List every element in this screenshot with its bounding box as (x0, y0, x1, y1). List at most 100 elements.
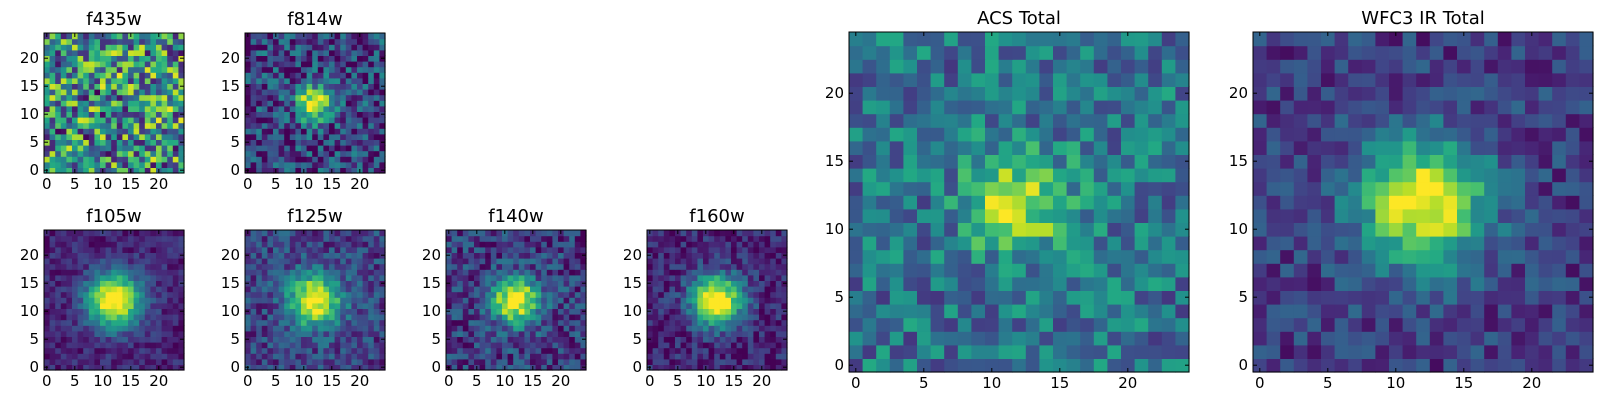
heatmap-cell (663, 297, 670, 304)
heatmap-cell (502, 336, 509, 343)
heatmap-cell (563, 241, 570, 248)
heatmap-cell (1389, 331, 1404, 346)
heatmap-cell (1039, 113, 1054, 128)
heatmap-cell (451, 230, 458, 237)
heatmap-cell (144, 105, 151, 112)
heatmap-cell (479, 258, 486, 265)
heatmap-cell (312, 347, 319, 354)
heatmap-cell (72, 139, 79, 146)
heatmap-cell (541, 269, 548, 276)
heatmap-cell (663, 358, 670, 365)
heatmap-cell (759, 246, 766, 253)
heatmap-cell (284, 258, 291, 265)
heatmap-cell (736, 291, 743, 298)
heatmap-cell (250, 347, 257, 354)
heatmap-cell (261, 269, 268, 276)
heatmap-cell (1107, 222, 1122, 237)
heatmap-cell (105, 286, 112, 293)
heatmap-cell (105, 139, 112, 146)
heatmap-cell (323, 66, 330, 73)
heatmap-cell (714, 314, 721, 321)
heatmap-cell (245, 66, 252, 73)
heatmap-cell (998, 72, 1013, 87)
heatmap-cell (552, 241, 559, 248)
heatmap-cell (1080, 317, 1095, 332)
heatmap-cell (1429, 236, 1444, 251)
heatmap-cell (1080, 32, 1095, 47)
heatmap-cell (329, 105, 336, 112)
heatmap-cell (502, 342, 509, 349)
heatmap-cell (250, 364, 257, 371)
heatmap-cell (334, 111, 341, 118)
heatmap-cell (128, 89, 135, 96)
heatmap-cell (133, 347, 140, 354)
heatmap-cell (94, 364, 101, 371)
heatmap-cell (161, 280, 168, 287)
heatmap-cell (1161, 45, 1176, 60)
heatmap-cell (574, 358, 581, 365)
heatmap-cell (88, 161, 95, 168)
heatmap-cell (944, 100, 959, 115)
heatmap-cell (708, 230, 715, 237)
heatmap-cell (373, 117, 380, 124)
heatmap-cell (944, 195, 959, 210)
heatmap-cell (513, 274, 520, 281)
heatmap-cell (1175, 331, 1190, 346)
heatmap-cell (535, 246, 542, 253)
heatmap-cell (1375, 168, 1390, 183)
heatmap-cell (663, 291, 670, 298)
heatmap-cell (357, 100, 364, 107)
heatmap-cell (849, 181, 864, 196)
heatmap-cell (273, 269, 280, 276)
heatmap-cell (250, 100, 257, 107)
heatmap-cell (1266, 195, 1281, 210)
heatmap-cell (747, 252, 754, 259)
heatmap-cell (686, 286, 693, 293)
heatmap-cell (725, 235, 732, 242)
heatmap-cell (731, 297, 738, 304)
heatmap-cell (250, 117, 257, 124)
heatmap-cell (278, 167, 285, 174)
heatmap-cell (144, 364, 151, 371)
heatmap-cell (490, 308, 497, 315)
heatmap-cell (379, 263, 386, 270)
heatmap-cell (167, 325, 174, 332)
heatmap-cell (708, 330, 715, 337)
heatmap-cell (150, 139, 157, 146)
heatmap-cell (535, 297, 542, 304)
heatmap-cell (552, 274, 559, 281)
heatmap-cell (663, 230, 670, 237)
heatmap-cell (876, 304, 891, 319)
heatmap-cell (703, 342, 710, 349)
heatmap-cell (323, 77, 330, 84)
heatmap-cell (256, 353, 263, 360)
heatmap-cell (368, 252, 375, 259)
heatmap-cell (49, 145, 56, 152)
heatmap-cell (675, 241, 682, 248)
heatmap-cell (1066, 86, 1081, 101)
heatmap-cell (1389, 276, 1404, 291)
heatmap-cell (256, 325, 263, 332)
heatmap-cell (351, 342, 358, 349)
heatmap-cell (100, 89, 107, 96)
heatmap-cell (83, 230, 90, 237)
heatmap-cell (474, 263, 481, 270)
heatmap-cell (267, 83, 274, 90)
heatmap-cell (301, 44, 308, 51)
heatmap-cell (312, 77, 319, 84)
heatmap-cell (971, 59, 986, 74)
heatmap-cell (379, 49, 386, 56)
heatmap-cell (312, 246, 319, 253)
heatmap-cell (178, 72, 185, 79)
heatmap-cell (1039, 127, 1054, 142)
heatmap-cell (77, 77, 84, 84)
heatmap-cell (301, 336, 308, 343)
heatmap-cell (362, 280, 369, 287)
heatmap-cell (680, 269, 687, 276)
heatmap-cell (742, 291, 749, 298)
heatmap-cell (351, 319, 358, 326)
heatmap-cell (1484, 304, 1499, 319)
heatmap-cell (658, 297, 665, 304)
heatmap-cell (261, 139, 268, 146)
heatmap-cell (267, 263, 274, 270)
